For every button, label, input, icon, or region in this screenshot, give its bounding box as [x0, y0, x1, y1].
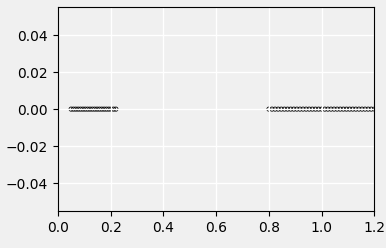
Point — [291, 107, 297, 111]
Point — [85, 107, 91, 111]
Point — [82, 107, 88, 111]
Point — [306, 107, 312, 111]
Point — [108, 107, 114, 111]
Point — [80, 107, 86, 111]
Point — [371, 107, 378, 111]
Point — [344, 107, 350, 111]
Point — [347, 107, 353, 111]
Point — [365, 107, 371, 111]
Point — [70, 107, 76, 111]
Point — [362, 107, 368, 111]
Point — [297, 107, 303, 111]
Point — [78, 107, 84, 111]
Point — [94, 107, 100, 111]
Point — [288, 107, 294, 111]
Point — [350, 107, 356, 111]
Point — [328, 107, 334, 111]
Point — [275, 107, 281, 111]
Point — [294, 107, 300, 111]
Point — [368, 107, 374, 111]
Point — [353, 107, 359, 111]
Point — [110, 107, 117, 111]
Point — [318, 107, 325, 111]
Point — [278, 107, 284, 111]
Point — [334, 107, 340, 111]
Point — [101, 107, 107, 111]
Point — [309, 107, 315, 111]
Point — [325, 107, 331, 111]
Point — [284, 107, 291, 111]
Point — [300, 107, 306, 111]
Point — [103, 107, 110, 111]
Point — [266, 107, 272, 111]
Point — [340, 107, 347, 111]
Point — [73, 107, 79, 111]
Point — [331, 107, 337, 111]
Point — [272, 107, 278, 111]
Point — [356, 107, 362, 111]
Point — [269, 107, 275, 111]
Point — [89, 107, 95, 111]
Point — [96, 107, 103, 111]
Point — [312, 107, 318, 111]
Point — [68, 107, 74, 111]
Point — [113, 107, 119, 111]
Point — [106, 107, 112, 111]
Point — [99, 107, 105, 111]
Point — [315, 107, 322, 111]
Point — [281, 107, 288, 111]
Point — [337, 107, 344, 111]
Point — [303, 107, 309, 111]
Point — [75, 107, 81, 111]
Point — [87, 107, 93, 111]
Point — [359, 107, 365, 111]
Point — [91, 107, 98, 111]
Point — [322, 107, 328, 111]
